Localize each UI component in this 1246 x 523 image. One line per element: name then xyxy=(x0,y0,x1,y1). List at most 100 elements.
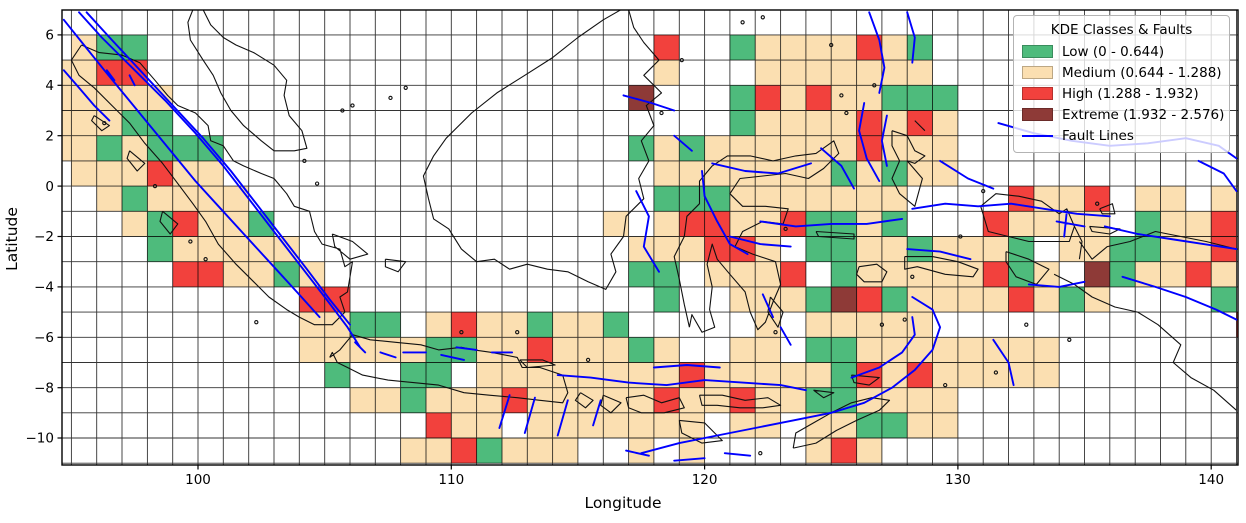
kde-cell-medium xyxy=(71,110,97,136)
y-tick-label: −2 xyxy=(34,229,54,245)
kde-cell-medium xyxy=(324,337,351,363)
kde-cell-medium xyxy=(96,85,123,111)
kde-cell-medium xyxy=(603,362,629,388)
kde-cell-medium xyxy=(729,186,756,212)
kde-cell-medium xyxy=(907,387,933,413)
island-dot xyxy=(958,234,963,239)
kde-cell-medium xyxy=(679,236,705,262)
legend-item-fault-lines: Fault Lines xyxy=(1022,125,1221,146)
kde-cell-medium xyxy=(1033,286,1060,313)
kde-cell-medium xyxy=(932,135,958,161)
kde-cell-medium xyxy=(856,438,882,464)
kde-cell-low xyxy=(932,85,958,111)
x-tick-label: 120 xyxy=(692,472,718,488)
kde-cell-low xyxy=(628,261,654,287)
kde-cell-low xyxy=(831,160,857,187)
kde-cell-medium xyxy=(96,186,123,212)
kde-cell-medium xyxy=(831,85,857,111)
kde-cell-high xyxy=(653,387,680,413)
kde-cell-low xyxy=(122,186,148,212)
kde-cell-medium xyxy=(831,34,857,61)
kde-cell-high xyxy=(1084,186,1110,212)
kde-cell-medium xyxy=(299,337,325,363)
kde-cell-medium xyxy=(932,412,958,438)
island-dot xyxy=(1067,337,1072,342)
kde-cell-medium xyxy=(653,160,680,187)
kde-cell-medium xyxy=(780,186,806,212)
island-dot xyxy=(203,257,208,262)
kde-cell-high xyxy=(679,211,705,237)
kde-cell-medium xyxy=(755,236,781,262)
kde-cell-medium xyxy=(426,387,452,413)
kde-cell-high xyxy=(856,135,882,161)
kde-cell-medium xyxy=(881,186,908,212)
kde-cell-medium xyxy=(248,261,275,287)
kde-cell-low xyxy=(96,135,123,161)
kde-cell-high xyxy=(172,261,199,287)
kde-cell-medium xyxy=(729,160,756,187)
kde-cell-medium xyxy=(831,312,857,338)
y-tick-label: 0 xyxy=(45,179,54,195)
kde-cell-medium xyxy=(62,110,72,136)
kde-cell-low xyxy=(729,110,756,136)
kde-cell-medium xyxy=(856,60,882,86)
kde-cell-low xyxy=(704,186,730,212)
coastlines xyxy=(70,10,1237,449)
kde-cell-medium xyxy=(1135,186,1161,212)
kde-cell-medium xyxy=(628,412,654,438)
kde-cell-medium xyxy=(755,387,781,413)
kde-cell-low xyxy=(881,412,908,438)
kde-cell-medium xyxy=(350,387,376,413)
island-dot xyxy=(340,108,345,113)
kde-cell-medium xyxy=(653,236,680,262)
kde-cell-low xyxy=(350,312,376,338)
kde-cell-medium xyxy=(805,110,832,136)
legend-item-label: Low (0 - 0.644) xyxy=(1062,43,1165,60)
kde-cell-high xyxy=(907,110,933,136)
island-dot xyxy=(254,320,259,325)
kde-cell-low xyxy=(122,110,148,136)
kde-cell-low xyxy=(400,387,426,413)
kde-cell-low xyxy=(1008,261,1034,287)
kde-cell-medium xyxy=(881,34,908,61)
kde-cell-medium xyxy=(1059,186,1085,212)
kde-cell-medium xyxy=(983,286,1009,313)
kde-cell-medium xyxy=(426,438,452,464)
kde-cell-medium xyxy=(198,236,224,262)
medium-swatch-icon xyxy=(1022,66,1053,79)
kde-cell-medium xyxy=(653,412,680,438)
kde-cell-medium xyxy=(805,60,832,86)
kde-cell-medium xyxy=(96,110,123,136)
kde-cell-medium xyxy=(881,236,908,262)
kde-cell-low xyxy=(805,337,832,363)
kde-cell-medium xyxy=(780,387,806,413)
kde-cell-medium xyxy=(527,438,553,464)
kde-cell-medium xyxy=(71,60,97,86)
kde-cell-high xyxy=(426,412,452,438)
kde-cell-low xyxy=(1135,211,1161,237)
island-dot xyxy=(188,239,193,244)
kde-cell-high xyxy=(729,236,756,262)
kde-cell-low xyxy=(628,337,654,363)
kde-cell-high xyxy=(653,34,680,61)
kde-cell-medium xyxy=(198,160,224,187)
island-dot xyxy=(829,42,834,48)
island-dot xyxy=(515,330,520,335)
kde-cell-medium xyxy=(476,412,502,438)
kde-cell-medium xyxy=(780,34,806,61)
legend-title: KDE Classes & Faults xyxy=(1050,22,1193,38)
kde-cell-medium xyxy=(172,186,199,212)
island-dot xyxy=(679,57,684,63)
kde-cell-high xyxy=(983,211,1009,237)
kde-cell-medium xyxy=(907,337,933,363)
kde-cell-medium xyxy=(881,60,908,86)
kde-cell-medium xyxy=(856,186,882,212)
legend-item-label: Extreme (1.932 - 2.576) xyxy=(1062,106,1225,123)
kde-cell-high xyxy=(451,438,477,464)
kde-cell-medium xyxy=(62,135,72,161)
kde-cell-low xyxy=(907,34,933,61)
kde-cell-high xyxy=(856,286,882,313)
kde-cell-low xyxy=(476,438,502,464)
kde-cell-low xyxy=(653,286,680,313)
island-dot xyxy=(459,330,464,335)
